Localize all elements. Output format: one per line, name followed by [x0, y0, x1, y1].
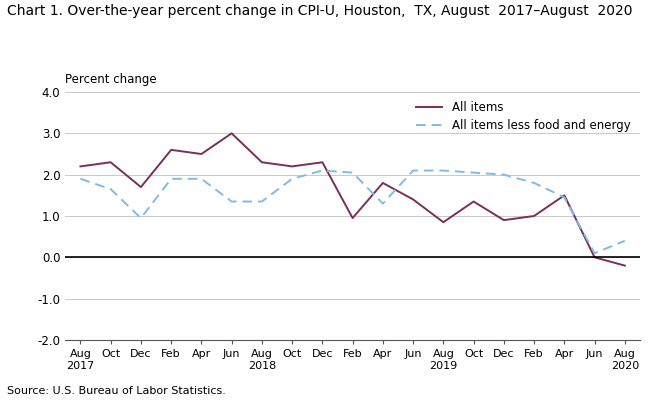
All items	[197, 152, 205, 156]
All items	[228, 131, 236, 136]
All items	[591, 255, 599, 260]
All items less food and energy	[470, 170, 477, 175]
All items less food and energy	[591, 251, 599, 256]
Line: All items less food and energy: All items less food and energy	[80, 170, 625, 253]
All items less food and energy	[137, 216, 145, 220]
All items less food and energy	[288, 176, 296, 181]
All items	[137, 185, 145, 190]
All items less food and energy	[258, 199, 266, 204]
All items less food and energy	[500, 172, 508, 177]
All items less food and energy	[409, 168, 417, 173]
All items less food and energy	[76, 176, 84, 181]
All items	[470, 199, 477, 204]
All items less food and energy	[167, 176, 175, 181]
Text: Source: U.S. Bureau of Labor Statistics.: Source: U.S. Bureau of Labor Statistics.	[7, 386, 225, 396]
All items	[621, 263, 629, 268]
Text: Chart 1. Over-the-year percent change in CPI-U, Houston,  TX, August  2017–Augus: Chart 1. Over-the-year percent change in…	[7, 4, 632, 18]
Text: Percent change: Percent change	[65, 73, 157, 86]
All items	[319, 160, 326, 165]
All items	[288, 164, 296, 169]
All items less food and energy	[560, 195, 568, 200]
All items less food and energy	[197, 176, 205, 181]
All items	[560, 193, 568, 198]
All items	[167, 148, 175, 152]
All items	[379, 180, 387, 185]
All items	[258, 160, 266, 165]
All items	[409, 197, 417, 202]
Line: All items: All items	[80, 133, 625, 266]
All items	[530, 214, 538, 218]
All items less food and energy	[439, 168, 447, 173]
All items less food and energy	[349, 170, 357, 175]
All items less food and energy	[319, 168, 326, 173]
All items less food and energy	[379, 201, 387, 206]
All items less food and energy	[228, 199, 236, 204]
All items less food and energy	[621, 238, 629, 243]
All items	[76, 164, 84, 169]
All items	[439, 220, 447, 225]
All items	[349, 216, 357, 220]
All items less food and energy	[106, 187, 114, 192]
All items	[500, 218, 508, 222]
All items	[106, 160, 114, 165]
Legend: All items, All items less food and energy: All items, All items less food and energ…	[413, 98, 634, 136]
All items less food and energy	[530, 180, 538, 185]
